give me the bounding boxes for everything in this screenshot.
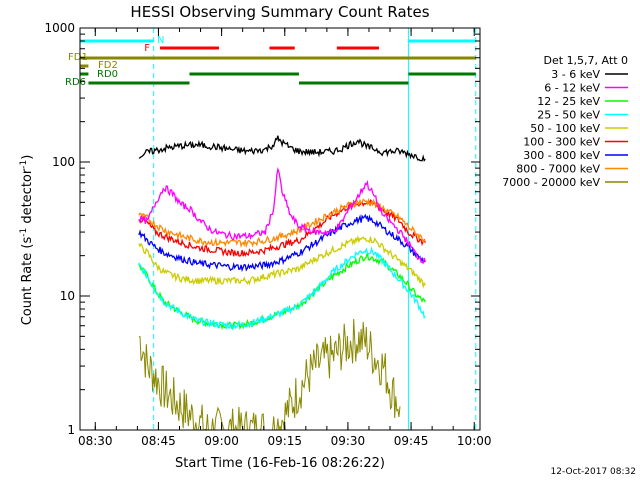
legend-label-6: 300 - 800 keV xyxy=(523,149,600,162)
x-axis-ticks: 08:30 08:45 09:00 09:15 09:30 09:45 10:00 xyxy=(78,28,492,448)
y-axis-label-end: ) xyxy=(20,155,35,160)
flag-label-n: N xyxy=(157,35,164,46)
y-axis-label-mid: detector xyxy=(20,168,35,228)
legend-label-1: 6 - 12 keV xyxy=(544,82,600,95)
y-axis-label: Count Rate (s-1 detector-1) xyxy=(19,155,35,326)
x-tick-label: 09:30 xyxy=(331,434,366,448)
footer-timestamp: 12-Oct-2017 08:32 xyxy=(551,467,636,477)
series-line-6 xyxy=(138,213,426,273)
series-line-8 xyxy=(138,318,401,431)
legend-header: Det 1,5,7, Att 0 xyxy=(544,54,628,67)
flag-label-fd2: FD2 xyxy=(98,60,118,71)
y-axis-label-sup1: -1 xyxy=(19,228,29,237)
x-tick-label: 08:30 xyxy=(78,434,113,448)
x-tick-label: 10:00 xyxy=(457,434,492,448)
legend-label-2: 12 - 25 keV xyxy=(537,95,600,108)
x-tick-label: 09:45 xyxy=(394,434,429,448)
series-layer xyxy=(138,135,426,431)
legend-label-8: 7000 - 20000 keV xyxy=(502,176,600,189)
legend-label-4: 50 - 100 keV xyxy=(530,122,600,135)
y-axis-label-sup2: -1 xyxy=(19,160,29,169)
y-tick-label: 100 xyxy=(52,155,75,169)
flag-label-fd1: FD1 xyxy=(68,52,88,63)
series-line-3 xyxy=(138,246,426,331)
y-axis-ticks: 1 10 100 1000 xyxy=(44,21,480,437)
legend-label-5: 100 - 300 keV xyxy=(523,136,600,149)
vertical-markers xyxy=(79,28,477,430)
plot-border xyxy=(79,27,481,431)
y-tick-label: 1 xyxy=(67,423,75,437)
y-tick-label: 1000 xyxy=(44,21,75,35)
flag-label-f: F xyxy=(144,43,150,54)
series-line-4 xyxy=(138,235,426,289)
x-axis-label: Start Time (16-Feb-16 08:26:22) xyxy=(175,456,385,471)
legend-label-3: 25 - 50 keV xyxy=(537,109,600,122)
series-line-5 xyxy=(138,199,426,257)
series-line-1 xyxy=(138,166,426,264)
y-tick-label: 10 xyxy=(60,289,75,303)
chart-title: HESSI Observing Summary Count Rates xyxy=(130,3,429,21)
y-axis-label-main: Count Rate (s xyxy=(20,237,35,326)
flag-label-rd0: RD0 xyxy=(97,69,118,80)
series-line-7 xyxy=(138,197,426,249)
legend-label-7: 800 - 7000 keV xyxy=(516,163,600,176)
x-tick-label: 09:00 xyxy=(204,434,239,448)
plot-frame xyxy=(79,27,481,431)
x-tick-label: 08:45 xyxy=(141,434,176,448)
x-tick-label: 09:15 xyxy=(267,434,302,448)
legend-label-0: 3 - 6 keV xyxy=(551,68,600,81)
series-line-0 xyxy=(138,135,426,162)
flag-label-rd6: RD6 xyxy=(65,77,86,88)
